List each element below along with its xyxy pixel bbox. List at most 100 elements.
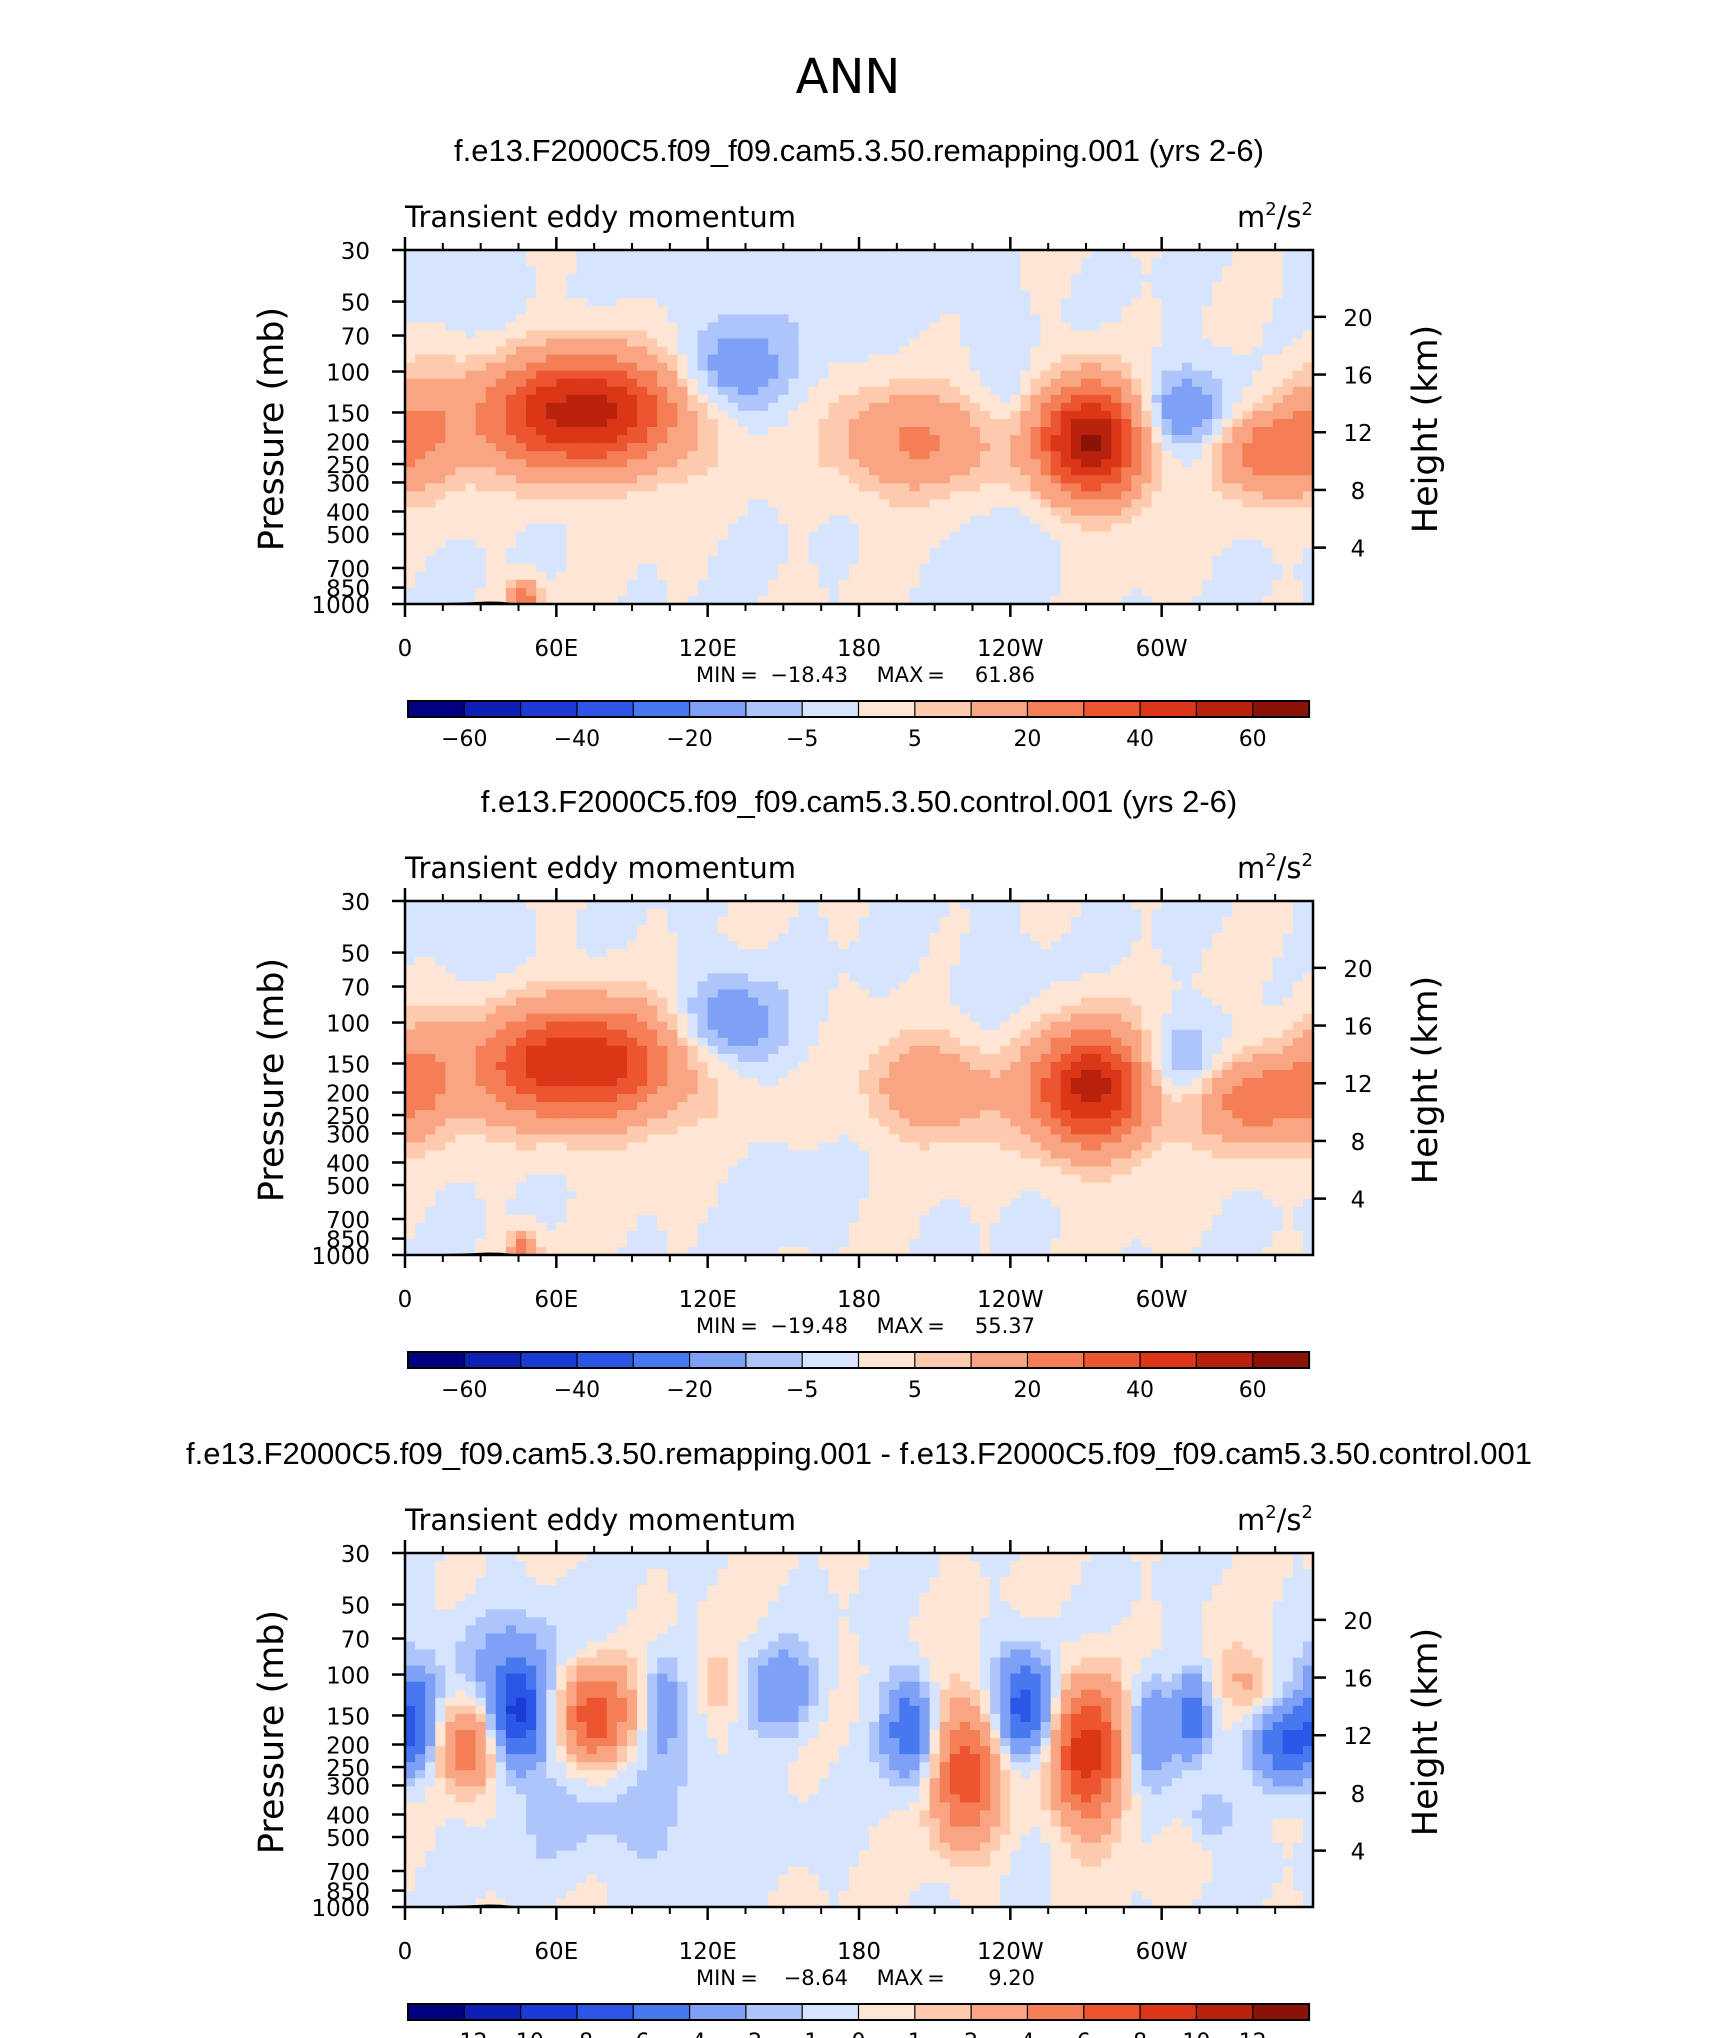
field-cell <box>758 282 769 291</box>
field-cell <box>455 909 467 918</box>
field-cell <box>1091 314 1102 324</box>
field-cell <box>899 378 911 388</box>
field-cell <box>969 595 981 605</box>
field-cell <box>1030 451 1042 460</box>
field-cell <box>1252 571 1264 581</box>
field-cell <box>1262 491 1274 501</box>
field-cell <box>889 298 900 307</box>
field-cell <box>1030 475 1042 484</box>
field-cell <box>1202 258 1213 267</box>
field-cell <box>1131 378 1143 388</box>
field-cell <box>556 563 568 573</box>
field-cell <box>1020 435 1032 444</box>
field-cell <box>1222 523 1233 533</box>
field-cell <box>667 338 678 348</box>
field-cell <box>848 386 860 396</box>
field-cell <box>879 354 890 364</box>
field-cell <box>1010 378 1022 388</box>
field-cell <box>949 443 961 452</box>
field-cell <box>425 579 436 589</box>
field-cell <box>889 427 900 436</box>
field-cell <box>586 515 598 525</box>
field-cell <box>1171 338 1183 348</box>
field-cell <box>485 362 497 372</box>
field-cell <box>455 507 467 517</box>
field-cell <box>1101 579 1112 589</box>
field-cell <box>980 314 991 324</box>
field-cell <box>929 563 941 573</box>
field-cell <box>637 418 648 428</box>
field-cell <box>1202 901 1213 910</box>
field-cell <box>626 354 638 364</box>
field-cell <box>990 290 1001 299</box>
field-cell <box>939 410 951 420</box>
field-cell <box>626 491 638 501</box>
field-cell <box>596 410 608 420</box>
field-cell <box>616 370 628 380</box>
field-cell <box>445 949 457 958</box>
field-cell <box>1070 941 1082 950</box>
field-cell <box>949 539 961 549</box>
field-cell <box>1070 402 1082 412</box>
field-cell <box>1202 250 1213 259</box>
field-cell <box>1161 354 1173 364</box>
field-cell <box>727 314 739 324</box>
field-cell <box>415 917 426 926</box>
field-cell <box>526 298 537 307</box>
field-cell <box>435 314 446 324</box>
field-cell <box>576 933 588 942</box>
field-cell <box>495 306 507 315</box>
field-cell <box>657 595 668 605</box>
field-cell <box>717 579 729 589</box>
field-cell <box>1151 925 1163 934</box>
field-cell <box>1010 338 1022 348</box>
field-cell <box>1101 933 1112 942</box>
field-cell <box>1091 973 1102 983</box>
field-cell <box>465 330 477 340</box>
field-cell <box>687 266 699 275</box>
field-cell <box>657 925 668 934</box>
field-cell <box>1111 507 1122 517</box>
field-cell <box>939 595 951 605</box>
field-cell <box>828 973 840 983</box>
field-cell <box>1030 418 1042 428</box>
field-cell <box>1121 531 1132 541</box>
field-cell <box>1020 338 1032 348</box>
field-cell <box>687 402 699 412</box>
field-cell <box>515 507 527 517</box>
field-cell <box>929 298 941 307</box>
field-cell <box>1262 443 1274 452</box>
field-cell <box>1060 949 1072 958</box>
field-cell <box>707 386 719 396</box>
field-cell <box>647 443 658 452</box>
field-cell <box>556 451 568 460</box>
field-cell <box>889 507 900 517</box>
field-cell <box>909 290 921 299</box>
field-cell <box>1232 909 1243 918</box>
field-cell <box>1222 467 1233 476</box>
field-cell <box>1252 354 1264 364</box>
field-cell <box>788 499 800 509</box>
field-cell <box>455 459 467 468</box>
field-cell <box>818 338 830 348</box>
field-cell <box>1080 282 1092 291</box>
field-cell <box>828 274 840 283</box>
field-cell <box>707 531 719 541</box>
field-cell <box>758 531 769 541</box>
field-cell <box>667 467 678 476</box>
field-cell <box>465 418 477 428</box>
field-cell <box>465 370 477 380</box>
field-cell <box>687 507 699 517</box>
field-cell <box>707 475 719 484</box>
field-cell <box>455 515 467 525</box>
field-cell <box>657 330 668 340</box>
field-cell <box>828 965 840 975</box>
field-cell <box>1030 427 1042 436</box>
field-cell <box>969 418 981 428</box>
field-cell <box>1292 595 1304 605</box>
field-cell <box>879 523 890 533</box>
field-cell <box>1191 595 1203 605</box>
field-cell <box>1242 459 1254 468</box>
field-cell <box>1191 354 1203 364</box>
field-cell <box>1242 491 1254 501</box>
